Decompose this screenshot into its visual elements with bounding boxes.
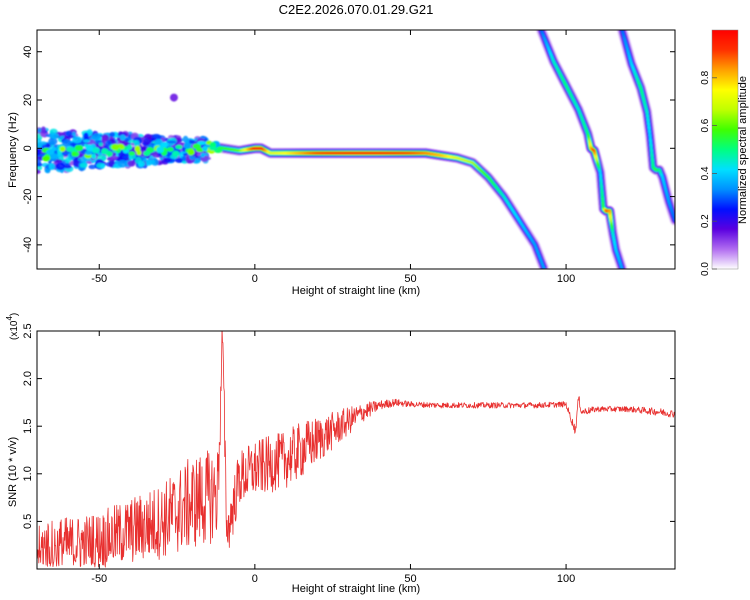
chart-title: C2E2.2026.070.01.29.G21 bbox=[279, 2, 434, 17]
heatmap-trace bbox=[536, 30, 628, 269]
